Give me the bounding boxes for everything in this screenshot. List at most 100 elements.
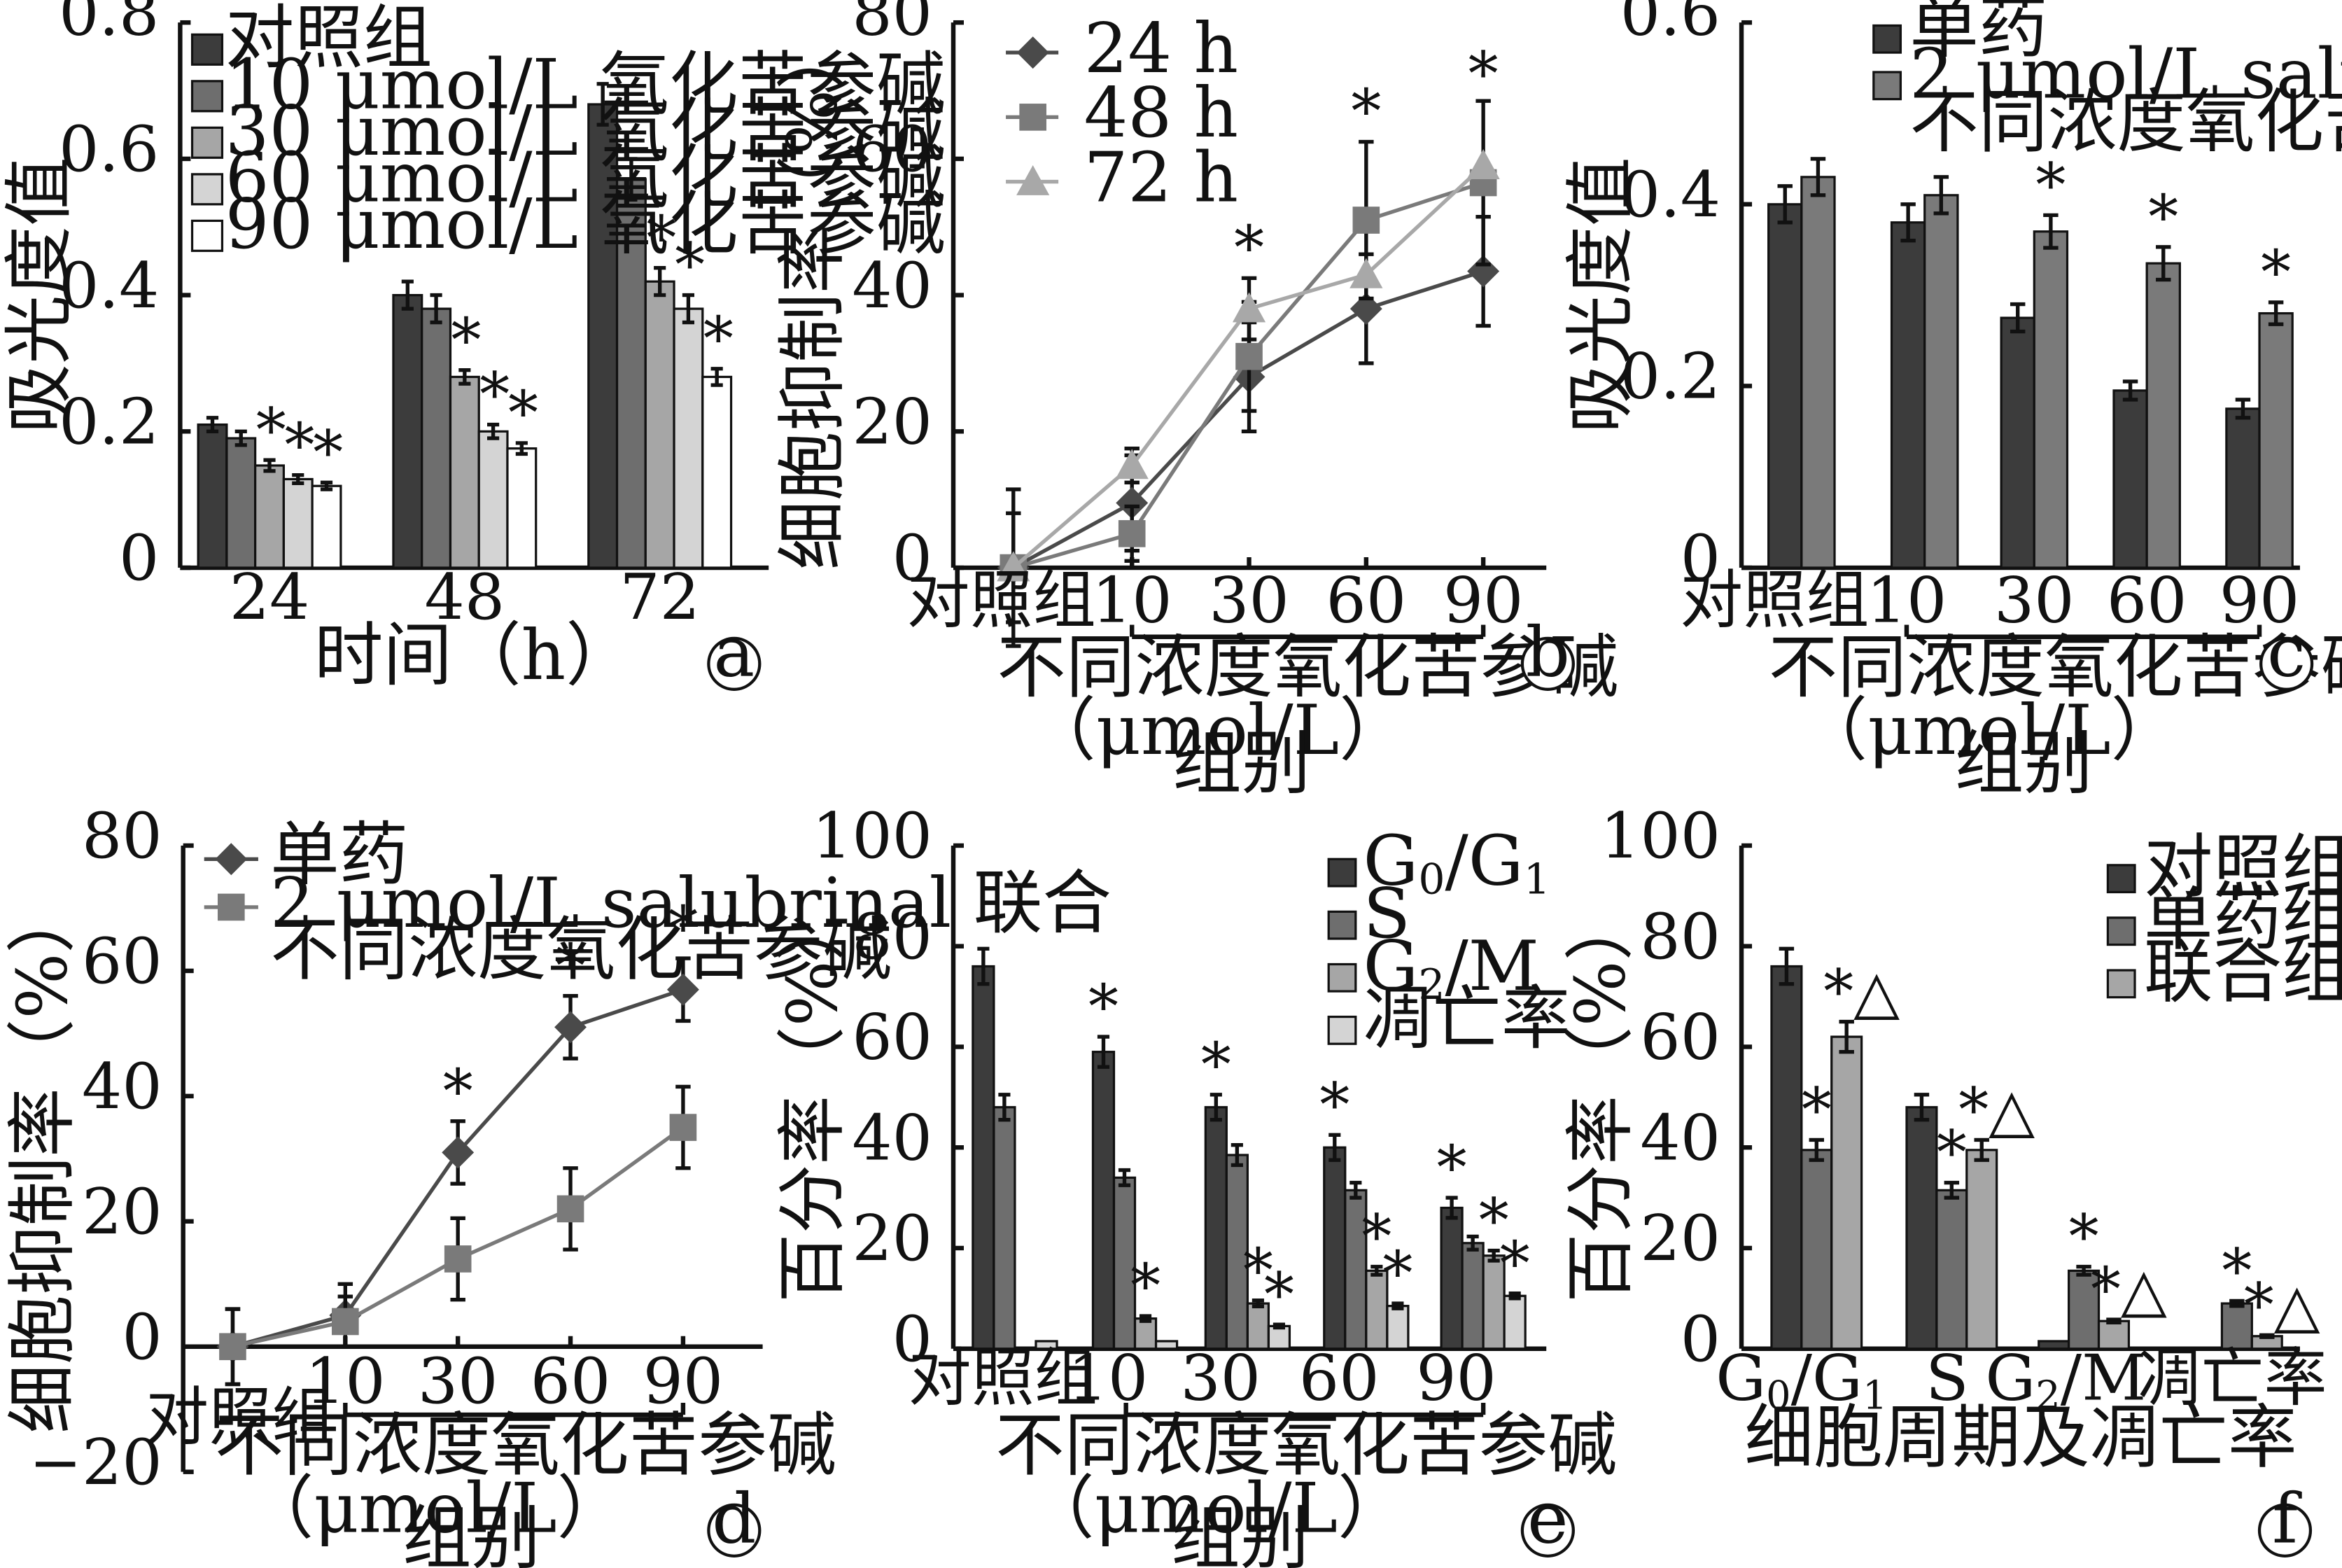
legend-swatch	[2106, 864, 2136, 894]
y-tick-label: 0	[1681, 1303, 1720, 1376]
diamond-point	[666, 973, 699, 1006]
legend-swatch	[1327, 962, 1357, 993]
y-tick-label: 40	[852, 1101, 932, 1175]
diamond-point	[1016, 36, 1049, 69]
significance-mark: *	[2069, 1203, 2099, 1273]
x-tick-label: 60	[531, 1345, 611, 1418]
significance-mark: *	[1130, 1252, 1161, 1322]
legend-label: 72 h	[1084, 137, 1238, 218]
x-axis-label: 组别	[1955, 723, 2093, 804]
x-axis-label: 时间（h）	[314, 615, 635, 696]
bar	[1154, 1340, 1179, 1350]
x-tick-label: 24	[230, 561, 310, 634]
y-tick-label: 0.2	[1620, 340, 1720, 414]
legend-label: 单药	[270, 815, 408, 895]
legend-swatch	[1327, 910, 1357, 940]
significance-mark: *	[451, 306, 482, 376]
bracket-unit-label: （μmol/L）	[1025, 1468, 1407, 1548]
significance-mark: *	[2148, 183, 2178, 253]
x-tick-label: 48	[425, 561, 505, 634]
significance-mark: *	[668, 894, 698, 964]
significance-mark: *	[1802, 1076, 1832, 1146]
bar	[2097, 1320, 2131, 1350]
significance-mark: *	[646, 204, 676, 274]
legend-label: 10 μmol/L 氧化苦参碱	[225, 44, 946, 125]
panel-label-circle	[707, 636, 762, 691]
legend-label: 48 h	[1084, 73, 1238, 153]
bar	[1905, 1106, 1938, 1350]
y-tick-label: 60	[82, 925, 162, 998]
bar	[615, 178, 647, 569]
panel-label-circle	[2257, 1503, 2313, 1558]
significance-mark: *	[1264, 1260, 1294, 1330]
bar	[1965, 1149, 1998, 1350]
x-tick-label: G2/M	[1985, 1342, 2146, 1419]
bracket-label: 不同浓度氧化苦参碱	[997, 627, 1618, 708]
legend-label: 单药组	[2144, 879, 2342, 960]
y-axis-label: 细胞抑制率（%）	[2, 884, 83, 1434]
panel-label-circle	[1520, 636, 1575, 691]
legend-label: S	[1363, 874, 1411, 954]
bar	[1112, 1176, 1137, 1350]
bar	[282, 477, 314, 569]
square-point	[219, 1333, 246, 1361]
y-tick-label: 0	[892, 522, 932, 595]
bar	[701, 375, 733, 569]
bar	[254, 464, 285, 569]
y-tick-label: 60	[852, 113, 932, 186]
y-tick-label: 80	[1640, 900, 1720, 974]
bar	[1091, 1051, 1116, 1350]
bracket-unit-label: （μmol/L）	[245, 1468, 626, 1548]
significance-mark: *	[2035, 150, 2066, 220]
significance-mark: *	[508, 379, 538, 449]
significance-mark: *	[1201, 1030, 1231, 1100]
significance-mark: *	[1468, 40, 1499, 110]
bar	[1800, 1149, 1833, 1350]
y-tick-label: 80	[852, 900, 932, 974]
x-tick-label: 对照组	[146, 1380, 335, 1454]
bracket-unit-label: （μmol/L）	[1027, 690, 1408, 771]
square-point	[1019, 104, 1046, 131]
significance-mark: *△	[1958, 1076, 2035, 1146]
legend-swatch	[190, 80, 224, 113]
y-axis-label: 细胞抑制率（%）	[773, 20, 853, 570]
significance-mark: *△	[1823, 958, 1900, 1028]
bar	[1482, 1254, 1506, 1350]
y-tick-label: 0	[122, 1301, 162, 1374]
significance-mark: *	[256, 396, 286, 465]
bar	[644, 280, 675, 569]
significance-mark: *	[1382, 1239, 1412, 1309]
bar	[1204, 1106, 1228, 1350]
x-axis-label: 组别	[402, 1498, 540, 1568]
y-tick-label: 60	[1640, 1001, 1720, 1074]
triangle-point	[997, 551, 1030, 582]
legend-label: 联合组	[2144, 932, 2342, 1013]
legend-swatch	[2106, 916, 2136, 946]
significance-mark: *	[284, 411, 314, 481]
y-tick-label: 0.4	[59, 249, 159, 323]
bar	[2258, 312, 2294, 569]
x-tick-label: 60	[2107, 564, 2187, 637]
x-tick-label: 60	[1326, 564, 1407, 637]
bar	[2033, 230, 2069, 569]
significance-mark: *	[443, 1057, 473, 1127]
y-tick-label: 0.4	[1620, 158, 1720, 232]
bar	[421, 307, 452, 569]
bar	[1770, 965, 1803, 1350]
bar	[1035, 1340, 1058, 1350]
legend-swatch	[1872, 24, 1902, 54]
bar	[2220, 1302, 2253, 1350]
bracket-label: 不同浓度氧化苦参碱	[1769, 627, 2342, 708]
significance-mark: *	[1234, 214, 1264, 284]
bar	[1323, 1146, 1347, 1350]
significance-mark: *	[1437, 1133, 1467, 1203]
legend-swatch	[190, 219, 224, 252]
y-tick-label: 20	[852, 385, 932, 458]
triangle-point	[1232, 292, 1266, 323]
legend-label: 30 μmol/L 氧化苦参碱	[225, 91, 946, 172]
bracket-label: 不同浓度氧化苦参碱	[995, 1405, 1617, 1485]
legend-swatch	[1872, 71, 1902, 101]
